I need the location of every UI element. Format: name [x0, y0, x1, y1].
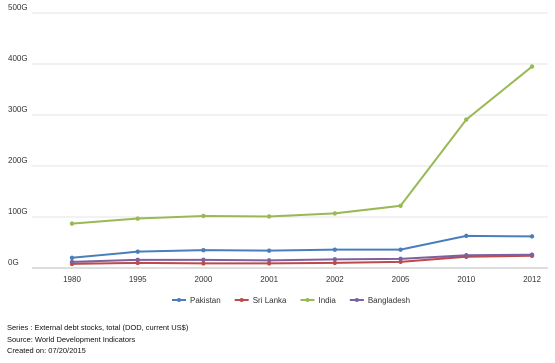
legend-label: Bangladesh [368, 296, 410, 305]
x-tick-label: 2000 [195, 275, 213, 284]
data-point [464, 233, 469, 239]
legend-marker [305, 298, 310, 302]
data-point [201, 213, 206, 219]
data-point [201, 247, 206, 253]
series-note: Series : External debt stocks, total (DO… [7, 323, 189, 332]
data-point [464, 117, 469, 122]
data-point [398, 256, 403, 262]
data-point [332, 257, 338, 262]
data-point [398, 247, 403, 252]
data-point [332, 260, 338, 266]
x-tick-label: 2012 [523, 275, 541, 284]
x-tick-label: 1980 [63, 275, 81, 284]
y-tick-label: 200G [8, 156, 28, 165]
data-point [464, 253, 469, 258]
data-point [135, 257, 140, 263]
series-line [71, 253, 533, 263]
data-point [135, 249, 140, 254]
chart-footer: Series : External debt stocks, total (DO… [7, 322, 188, 357]
data-point [135, 260, 140, 266]
x-tick-label: 2001 [260, 275, 278, 284]
y-tick-label: 100G [8, 207, 28, 216]
x-tick-label: 2002 [326, 275, 344, 284]
data-point [332, 247, 338, 252]
created-note: Created on: 07/20/2015 [7, 346, 86, 355]
legend-marker [239, 298, 244, 302]
line-chart: 0G 100G 200G 300G 400G 500G 1980 1995 2000 2001 2… [8, 3, 548, 305]
y-tick-label: 300G [8, 105, 28, 114]
data-point [266, 248, 272, 253]
data-point [201, 257, 206, 263]
data-point [529, 234, 535, 239]
legend-label: Sri Lanka [253, 296, 287, 305]
data-point [332, 211, 338, 216]
data-point [266, 261, 272, 266]
legend-label: India [318, 296, 336, 305]
y-tick-label: 500G [8, 3, 28, 12]
chart: 0G 100G 200G 300G 400G 500G 1980 1995 2000 2001 2… [8, 3, 548, 305]
data-point [398, 259, 403, 265]
data-point [69, 259, 75, 265]
y-tick-label: 400G [8, 54, 28, 63]
data-point [398, 203, 403, 208]
data-point [529, 252, 535, 257]
data-point [69, 221, 75, 226]
data-point [266, 214, 272, 219]
source-note: Source: World Development Indicators [7, 334, 136, 344]
series-line [71, 234, 533, 259]
x-tick-label: 2005 [392, 275, 410, 284]
x-tick-label: 2010 [457, 275, 475, 284]
data-point [69, 255, 75, 260]
y-tick-label: 0G [8, 258, 19, 267]
data-point [529, 64, 535, 69]
data-point [201, 261, 206, 266]
data-point [266, 258, 272, 263]
series-line [71, 65, 533, 225]
legend-marker [177, 298, 181, 302]
legend-label: Pakistan [190, 296, 221, 305]
legend-marker [354, 298, 359, 302]
data-point [135, 216, 140, 221]
x-tick-label: 1995 [129, 275, 147, 284]
series-line [71, 254, 533, 265]
